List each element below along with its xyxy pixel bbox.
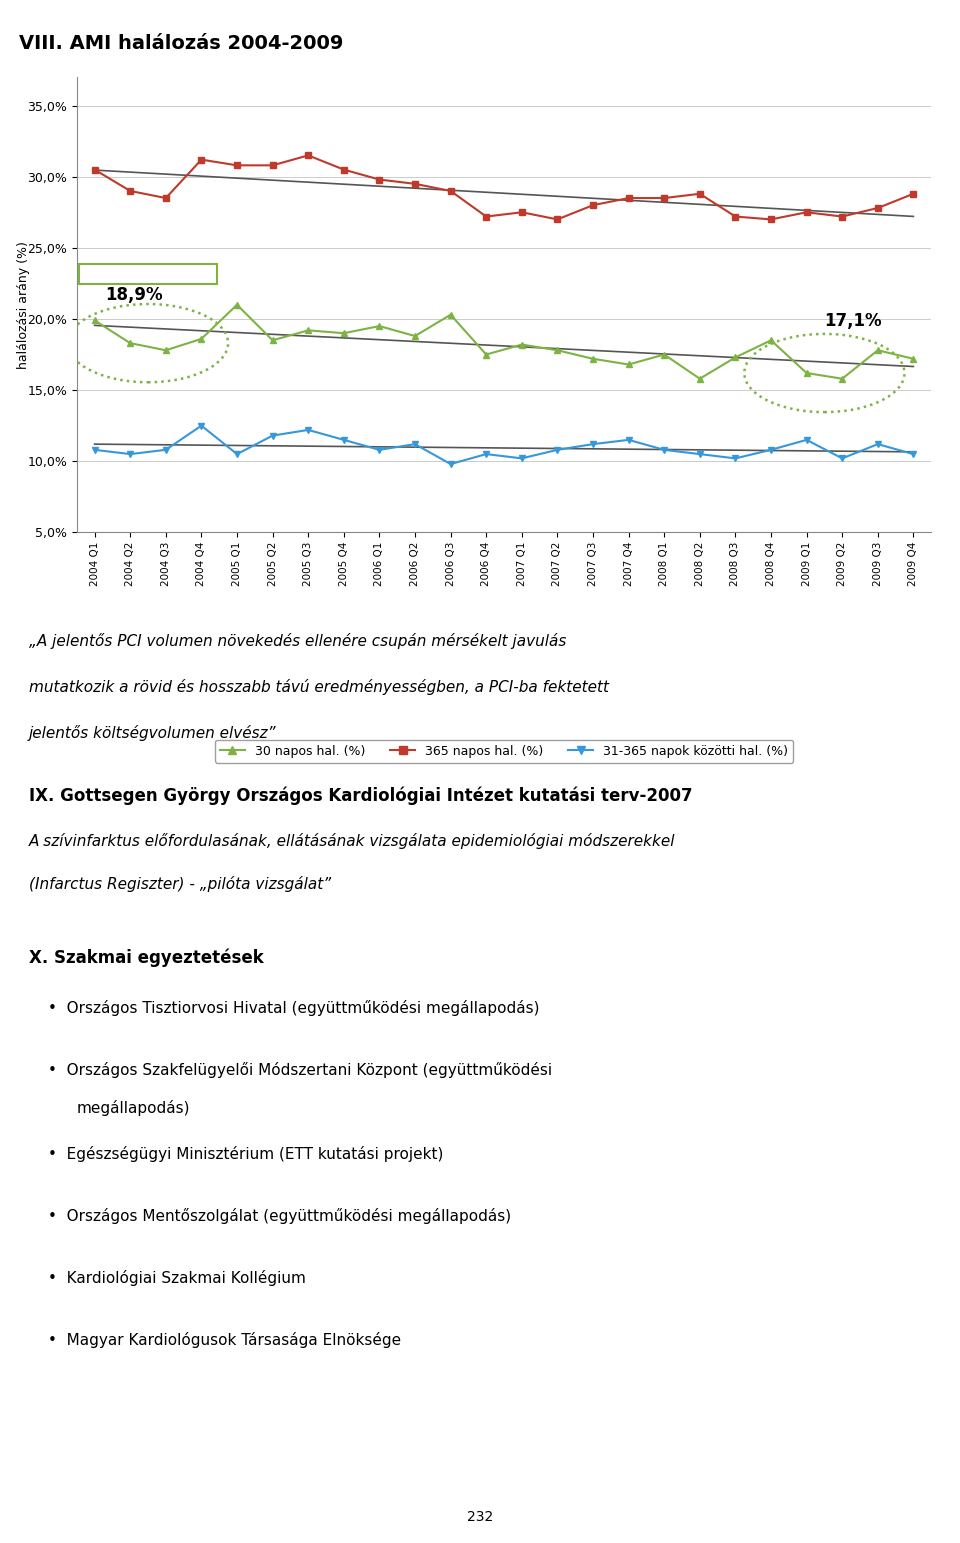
Legend: 30 napos hal. (%), 365 napos hal. (%), 31-365 napok közötti hal. (%): 30 napos hal. (%), 365 napos hal. (%), 3… [215,739,793,762]
Text: mutatkozik a rövid és hosszabb távú eredményességben, a PCI-ba fektetett: mutatkozik a rövid és hosszabb távú ered… [29,679,609,694]
Text: X. Szakmai egyeztetések: X. Szakmai egyeztetések [29,949,264,967]
Text: A szívinfarktus előfordulasának, ellátásának vizsgálata epidemiológiai módszerek: A szívinfarktus előfordulasának, ellátás… [29,833,675,849]
Text: „A jelentős PCI volumen növekedés ellenére csupán mérsékelt javulás: „A jelentős PCI volumen növekedés ellené… [29,633,566,648]
Text: 18,9%: 18,9% [106,287,163,304]
Text: •  Országos Tisztiorvosi Hivatal (együttműködési megállapodás): • Országos Tisztiorvosi Hivatal (együttm… [48,1000,540,1015]
Text: jelentős költségvolumen elvész”: jelentős költségvolumen elvész” [29,725,276,741]
Text: VIII. AMI halálozás 2004-2009: VIII. AMI halálozás 2004-2009 [19,34,344,52]
Text: •  Országos Szakfelügyelői Módszertani Központ (együttműködési: • Országos Szakfelügyelői Módszertani Kö… [48,1062,552,1077]
Text: •  Magyar Kardiológusok Társasága Elnöksége: • Magyar Kardiológusok Társasága Elnöksé… [48,1332,401,1347]
Y-axis label: halálozási arány (%): halálozási arány (%) [17,241,30,369]
Text: megállapodás): megállapodás) [77,1100,190,1116]
Text: •  Kardiológiai Szakmai Kollégium: • Kardiológiai Szakmai Kollégium [48,1270,306,1285]
Text: •  Egészségügyi Minisztérium (ETT kutatási projekt): • Egészségügyi Minisztérium (ETT kutatás… [48,1146,444,1162]
Text: •  Országos Mentőszolgálat (együttműködési megállapodás): • Országos Mentőszolgálat (együttműködés… [48,1208,511,1224]
Text: 17,1%: 17,1% [825,312,882,330]
Text: (Infarctus Regiszter) - „pilóta vizsgálat”: (Infarctus Regiszter) - „pilóta vizsgála… [29,876,331,892]
Text: IX. Gottsegen György Országos Kardiológiai Intézet kutatási terv-2007: IX. Gottsegen György Országos Kardiológi… [29,787,692,805]
Text: 232: 232 [467,1511,493,1524]
